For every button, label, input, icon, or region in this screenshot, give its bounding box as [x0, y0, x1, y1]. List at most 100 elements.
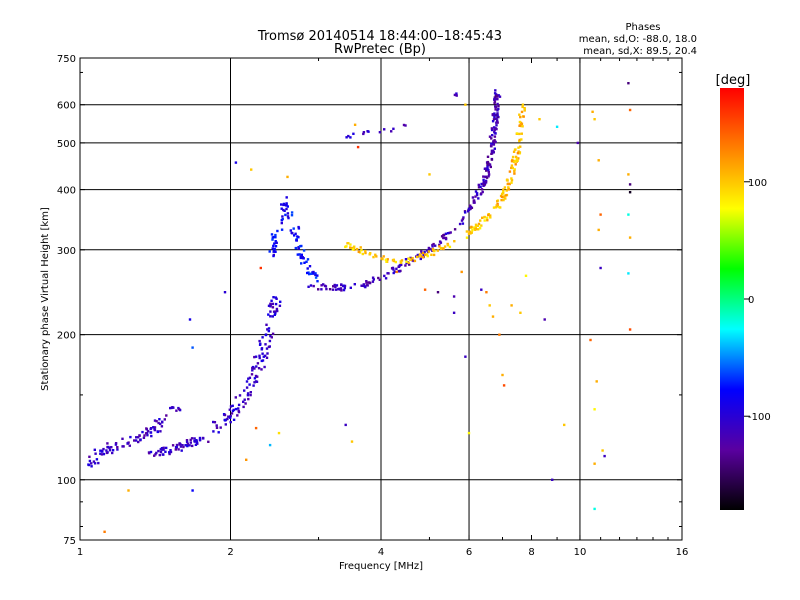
- trace-point: [502, 196, 505, 199]
- trace-point: [398, 270, 401, 273]
- trace-point: [231, 404, 234, 407]
- trace-point: [507, 186, 510, 189]
- trace-point: [510, 181, 513, 184]
- trace-point: [153, 454, 156, 457]
- trace-point: [490, 142, 493, 145]
- trace-point: [510, 164, 514, 167]
- scatter-point: [452, 311, 456, 314]
- x-tick-label: 6: [466, 547, 472, 558]
- trace-point: [156, 430, 159, 434]
- trace-point: [513, 172, 516, 175]
- trace-point: [487, 171, 490, 174]
- trace-point: [493, 98, 496, 101]
- scatter-point: [485, 291, 488, 294]
- trace-point: [493, 147, 496, 150]
- trace-point: [495, 94, 499, 97]
- trace-point: [177, 448, 180, 451]
- trace-point: [477, 186, 481, 189]
- trace-point: [105, 451, 109, 455]
- trace-point: [446, 244, 450, 247]
- trace-point: [139, 438, 142, 441]
- trace-point: [149, 427, 152, 431]
- trace-point: [477, 183, 480, 187]
- scatter-point: [436, 291, 440, 294]
- trace-point: [349, 136, 352, 139]
- trace-point: [213, 421, 217, 424]
- trace-point: [253, 377, 257, 380]
- trace-point: [195, 441, 199, 445]
- trace-point: [494, 105, 497, 108]
- trace-point: [383, 274, 386, 278]
- trace-point: [229, 414, 232, 418]
- trace-point: [274, 245, 278, 248]
- trace-point: [105, 449, 108, 452]
- scatter-point: [223, 291, 227, 294]
- scatter-point: [423, 288, 427, 291]
- trace-point: [272, 310, 276, 313]
- trace-point: [404, 264, 407, 267]
- trace-point: [334, 288, 338, 291]
- trace-point: [390, 130, 393, 133]
- trace-point: [317, 288, 320, 291]
- trace-point: [312, 284, 315, 288]
- trace-point: [175, 443, 179, 447]
- trace-point: [300, 253, 303, 256]
- trace-point: [271, 247, 274, 250]
- trace-point: [512, 160, 516, 164]
- trace-point: [294, 232, 297, 235]
- trace-point: [440, 235, 444, 238]
- scatter-point: [599, 266, 602, 270]
- trace-point: [88, 455, 91, 458]
- trace-point: [274, 236, 277, 239]
- colorbar-label: [deg]: [716, 73, 751, 88]
- trace-point: [194, 443, 198, 446]
- trace-point: [229, 420, 232, 424]
- trace-point: [518, 151, 522, 154]
- trace-point: [408, 257, 411, 260]
- trace-point: [298, 253, 301, 256]
- trace-point: [521, 105, 524, 109]
- x-tick-label: 1: [77, 547, 83, 558]
- trace-point: [367, 130, 370, 133]
- trace-point: [182, 445, 185, 449]
- trace-point: [512, 150, 516, 153]
- trace-point: [184, 444, 187, 447]
- scatter-point: [356, 145, 360, 149]
- scatter-point: [460, 270, 463, 274]
- trace-point: [253, 355, 256, 359]
- trace-point: [490, 128, 494, 132]
- trace-point: [153, 426, 157, 429]
- scatter-point: [551, 478, 554, 481]
- scatter-point: [452, 295, 456, 298]
- trace-point: [432, 253, 436, 257]
- trace-point: [289, 229, 292, 232]
- trace-point: [161, 421, 164, 424]
- trace-point: [266, 352, 269, 355]
- trace-point: [217, 431, 220, 434]
- trace-point: [212, 420, 215, 424]
- trace-point: [314, 272, 317, 275]
- trace-point: [462, 216, 465, 219]
- trace-point: [224, 419, 227, 422]
- trace-point: [429, 248, 432, 251]
- trace-point: [266, 328, 269, 331]
- trace-point: [264, 333, 268, 337]
- trace-point: [523, 108, 526, 111]
- x-tick-label: 2: [227, 547, 233, 558]
- trace-point: [470, 231, 473, 234]
- trace-point: [485, 176, 489, 179]
- trace-point: [268, 339, 272, 343]
- trace-point: [297, 247, 300, 250]
- trace-point: [412, 259, 415, 263]
- trace-point: [505, 189, 508, 192]
- trace-point: [486, 167, 489, 170]
- trace-point: [371, 280, 375, 283]
- trace-point: [343, 286, 346, 290]
- trace-point: [496, 202, 499, 206]
- trace-point: [492, 113, 495, 117]
- scatter-point: [498, 333, 501, 336]
- trace-point: [493, 96, 496, 99]
- scatter-point: [593, 118, 596, 121]
- scatter-point: [628, 183, 632, 186]
- trace-point: [486, 163, 489, 166]
